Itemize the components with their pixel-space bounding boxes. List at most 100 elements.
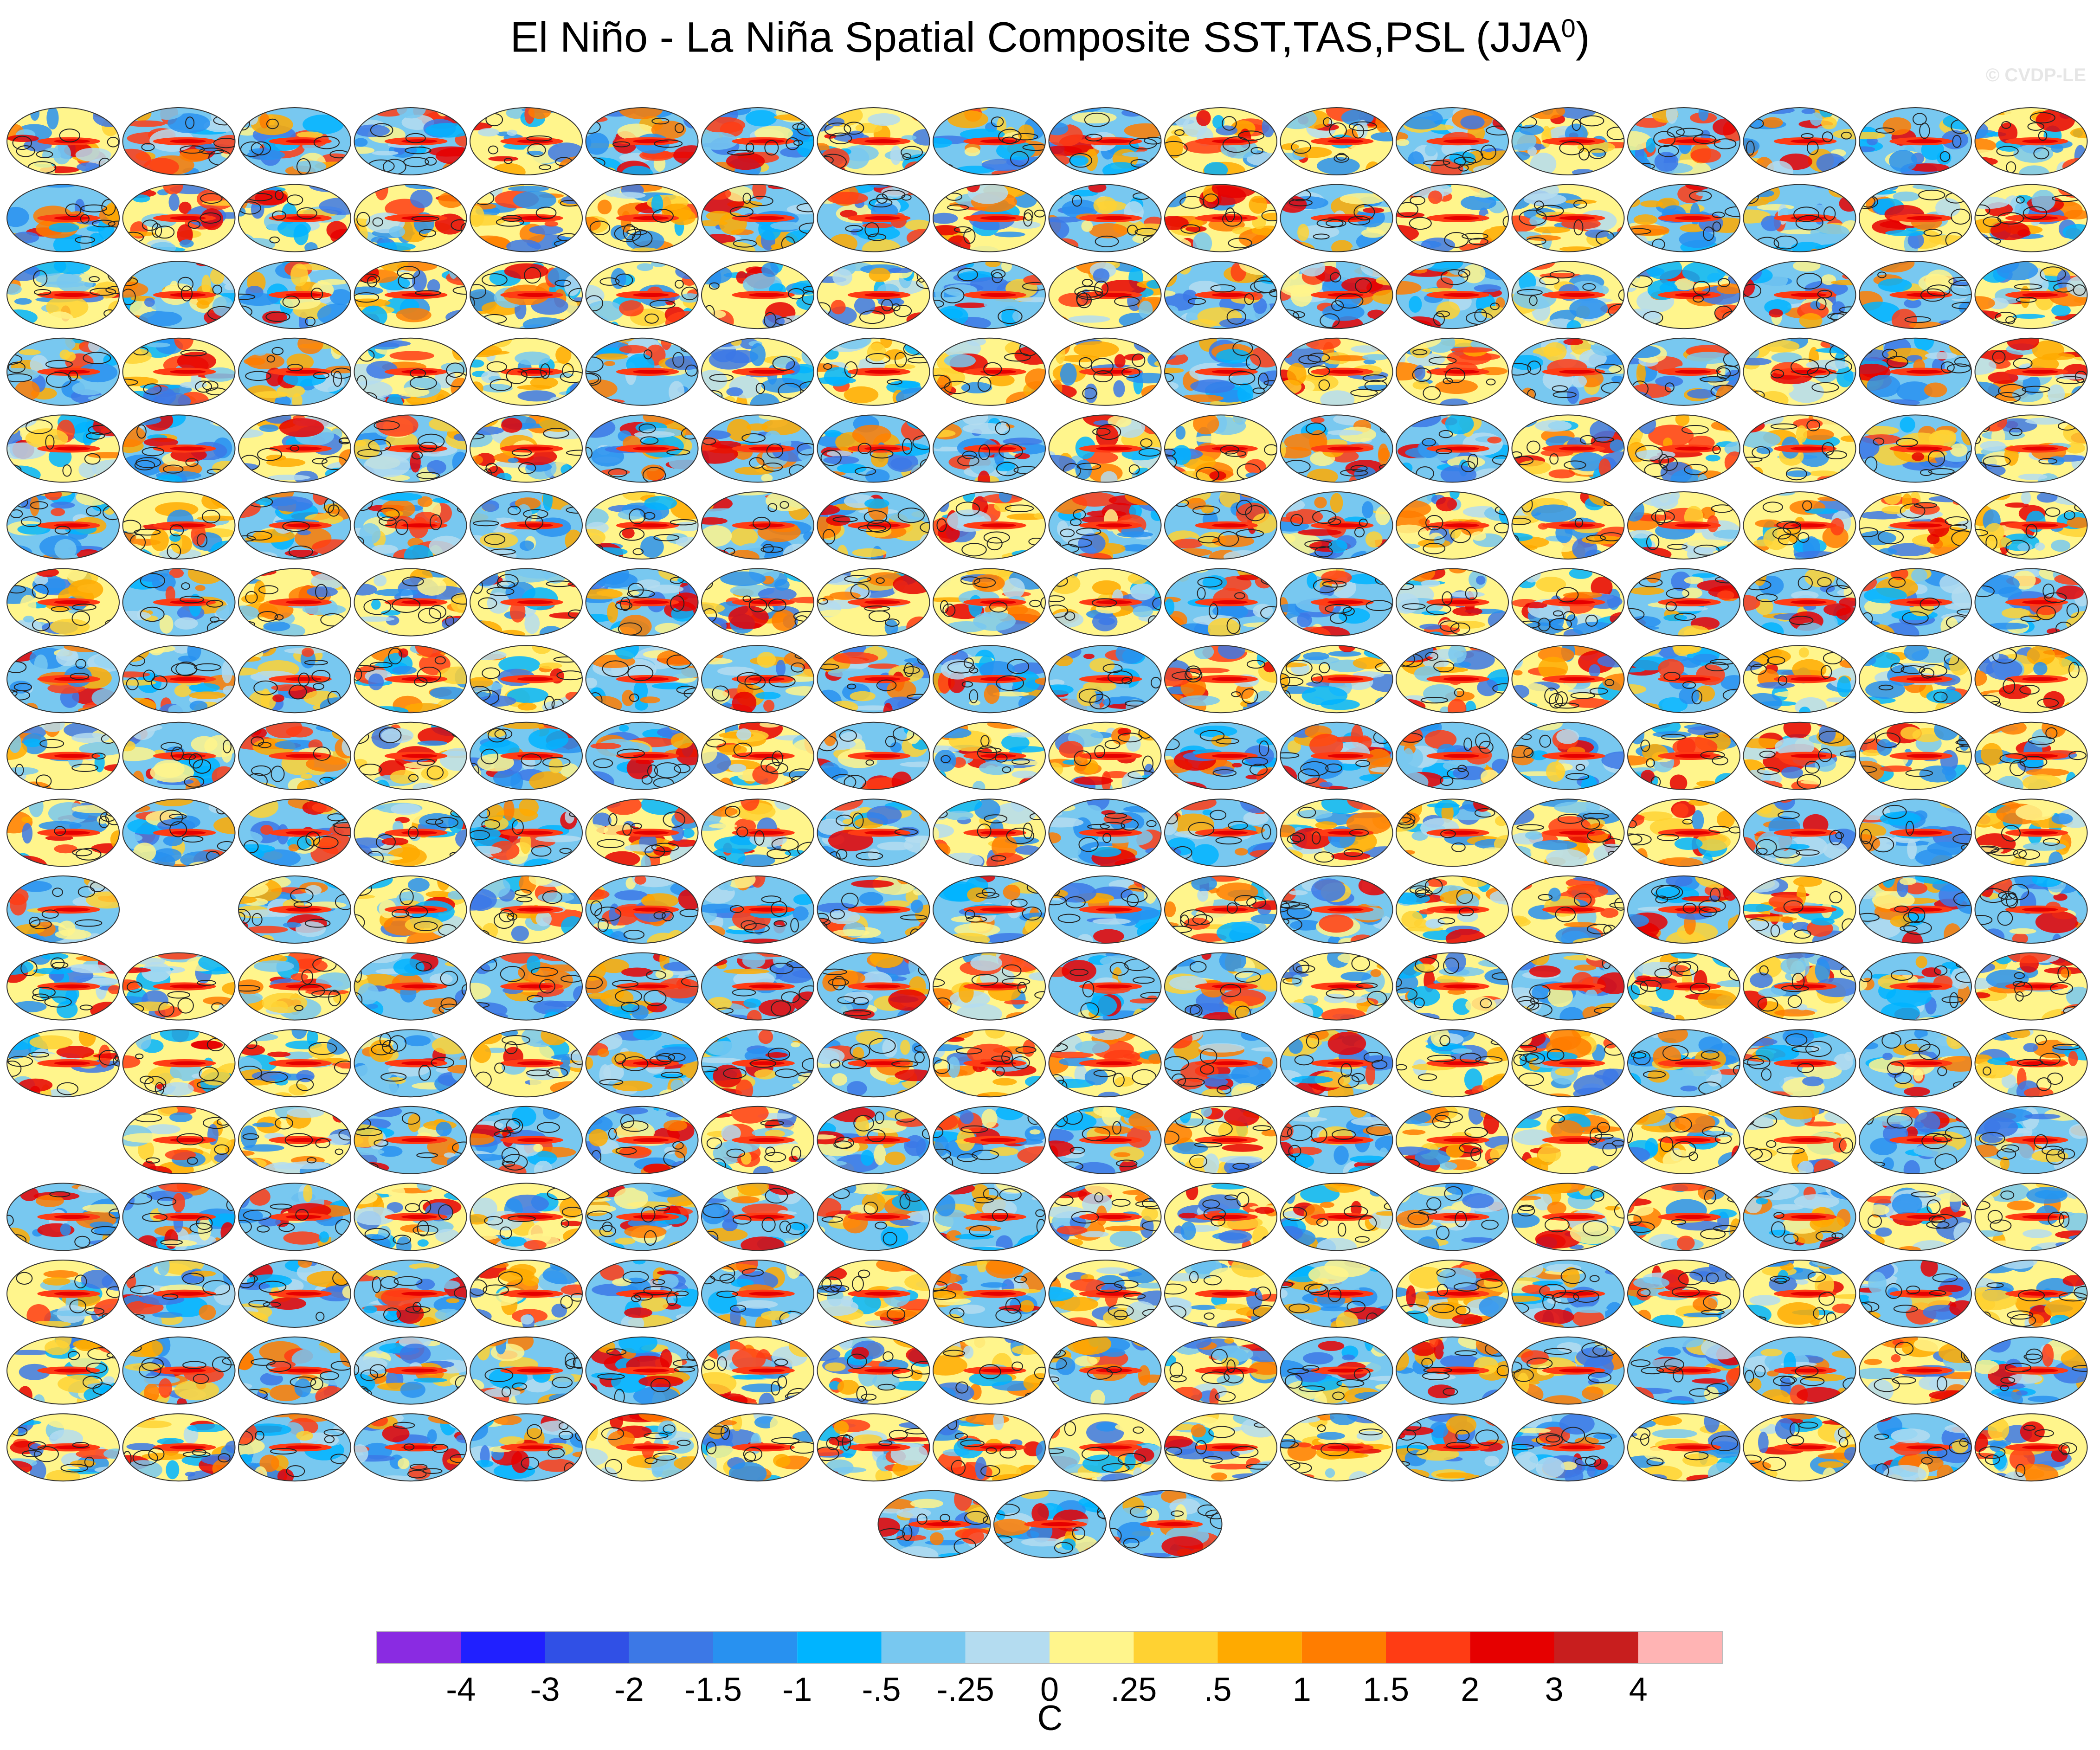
map-panel (585, 798, 699, 867)
map-panel (1048, 261, 1162, 329)
map-panel (1627, 184, 1740, 252)
map-panel (1164, 952, 1277, 1021)
map-panel (933, 1106, 1046, 1174)
map-panel (1396, 1260, 1509, 1328)
map-panel (1048, 952, 1162, 1021)
map-panel (6, 261, 120, 329)
map-panel (354, 1029, 467, 1098)
map-panel (1627, 1260, 1740, 1328)
map-panel (1627, 568, 1740, 637)
map-panel (817, 721, 930, 790)
map-panel (1164, 1336, 1277, 1405)
map-panel (817, 1336, 930, 1405)
map-panel (354, 1413, 467, 1482)
map-panel (470, 491, 583, 560)
map-panel (1859, 414, 1972, 483)
map-panel (1743, 1183, 1856, 1251)
map-panel (1859, 721, 1972, 790)
map-panel (1511, 1029, 1625, 1098)
map-panel (701, 875, 814, 944)
map-panel (701, 1183, 814, 1251)
map-panel (1396, 645, 1509, 714)
map-panel (470, 107, 583, 175)
map-panel (1280, 337, 1393, 406)
map-panel (585, 184, 699, 252)
map-panel (585, 261, 699, 329)
map-panel (1974, 107, 2088, 175)
map-panel (238, 1260, 351, 1328)
map-panel (1974, 875, 2088, 944)
map-panel (701, 952, 814, 1021)
map-panel (6, 414, 120, 483)
map-panel (1974, 952, 2088, 1021)
map-panel (238, 1029, 351, 1098)
map-panel (1511, 645, 1625, 714)
map-panel (585, 337, 699, 406)
map-panel (817, 568, 930, 637)
map-panel (1627, 414, 1740, 483)
map-panel (585, 491, 699, 560)
map-panel (701, 721, 814, 790)
map-panel (1511, 1106, 1625, 1174)
map-panel (993, 1490, 1107, 1558)
map-panel (6, 568, 120, 637)
map-panel (1048, 337, 1162, 406)
map-panel (354, 721, 467, 790)
map-panel (1974, 1336, 2088, 1405)
map-panel (1743, 721, 1856, 790)
map-panel (1974, 337, 2088, 406)
map-panel (817, 1106, 930, 1174)
map-panel (1627, 491, 1740, 560)
map-panel (1859, 645, 1972, 714)
map-panel (1743, 952, 1856, 1021)
map-panel (1396, 568, 1509, 637)
map-panel (1511, 414, 1625, 483)
map-panel (1164, 337, 1277, 406)
map-panel (238, 1413, 351, 1482)
map-panel (817, 1413, 930, 1482)
map-panel (6, 952, 120, 1021)
map-panel (1511, 184, 1625, 252)
map-panel (6, 1413, 120, 1482)
map-panel (817, 1183, 930, 1251)
map-panel (1048, 1029, 1162, 1098)
map-panel (470, 798, 583, 867)
map-panel (238, 261, 351, 329)
map-panel (1627, 1336, 1740, 1405)
map-panel (933, 645, 1046, 714)
map-panel (1164, 491, 1277, 560)
map-panel (1974, 568, 2088, 637)
map-panel (1511, 491, 1625, 560)
map-panel (1743, 875, 1856, 944)
map-panel (1280, 1106, 1393, 1174)
map-panel (933, 1260, 1046, 1328)
map-panel (817, 414, 930, 483)
map-panel (585, 107, 699, 175)
map-panel (238, 875, 351, 944)
map-panel (933, 414, 1046, 483)
map-panel (585, 875, 699, 944)
map-panel (470, 1413, 583, 1482)
map-panel (1396, 721, 1509, 790)
map-panel (6, 1336, 120, 1405)
map-panel (470, 414, 583, 483)
map-panel (933, 1029, 1046, 1098)
map-panel (701, 184, 814, 252)
map-panel (1109, 1490, 1223, 1558)
map-panel (1048, 184, 1162, 252)
map-panel (238, 1183, 351, 1251)
map-panel (1627, 261, 1740, 329)
map-panel (122, 1260, 236, 1328)
map-panel (122, 568, 236, 637)
map-panel (6, 875, 120, 944)
map-panel (470, 1183, 583, 1251)
map-panel (1280, 1260, 1393, 1328)
map-panel (933, 1336, 1046, 1405)
map-panel (238, 1336, 351, 1405)
map-panel (1859, 952, 1972, 1021)
map-panel (1396, 337, 1509, 406)
map-panel (1280, 491, 1393, 560)
map-panel (354, 798, 467, 867)
map-panel (933, 491, 1046, 560)
map-panel (817, 798, 930, 867)
